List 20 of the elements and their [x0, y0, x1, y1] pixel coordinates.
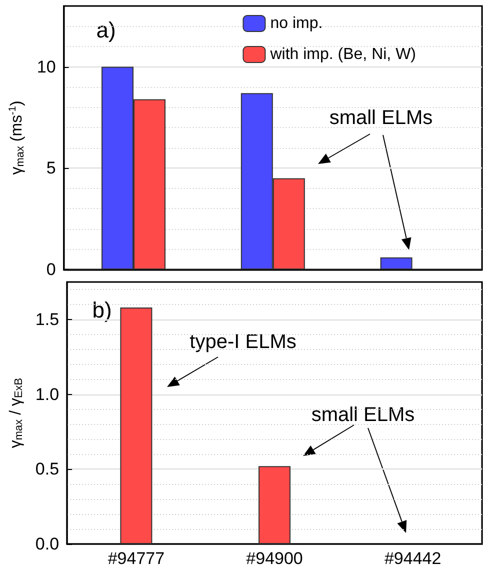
y-tick-label: 0 [46, 260, 56, 279]
y-tick-label: 0.0 [35, 534, 60, 554]
y-axis-title: γmax / γExB [8, 378, 25, 448]
annotation: small ELMs [311, 404, 415, 426]
x-tick-label: #94777 [108, 549, 165, 568]
annotation: small ELMs [329, 107, 433, 129]
annotation: type-I ELMs [190, 331, 296, 353]
y-tick-label: 0.5 [35, 460, 60, 479]
y-tick-label: 5 [46, 158, 56, 178]
y-tick-label: 1.5 [35, 310, 60, 329]
legend-label: no imp. [270, 15, 323, 32]
annotation: b) [92, 298, 112, 322]
x-tick-label: #94900 [246, 549, 303, 568]
annotation: a) [96, 18, 116, 42]
legend-label: with imp. (Be, Ni, W) [269, 46, 416, 63]
bar [380, 257, 412, 270]
y-axis-title: γmax (ms-1) [8, 100, 26, 175]
x-tick-label: #94442 [384, 549, 442, 568]
y-tick-label: 10 [36, 57, 56, 76]
y-tick-label: 1.0 [35, 384, 60, 404]
